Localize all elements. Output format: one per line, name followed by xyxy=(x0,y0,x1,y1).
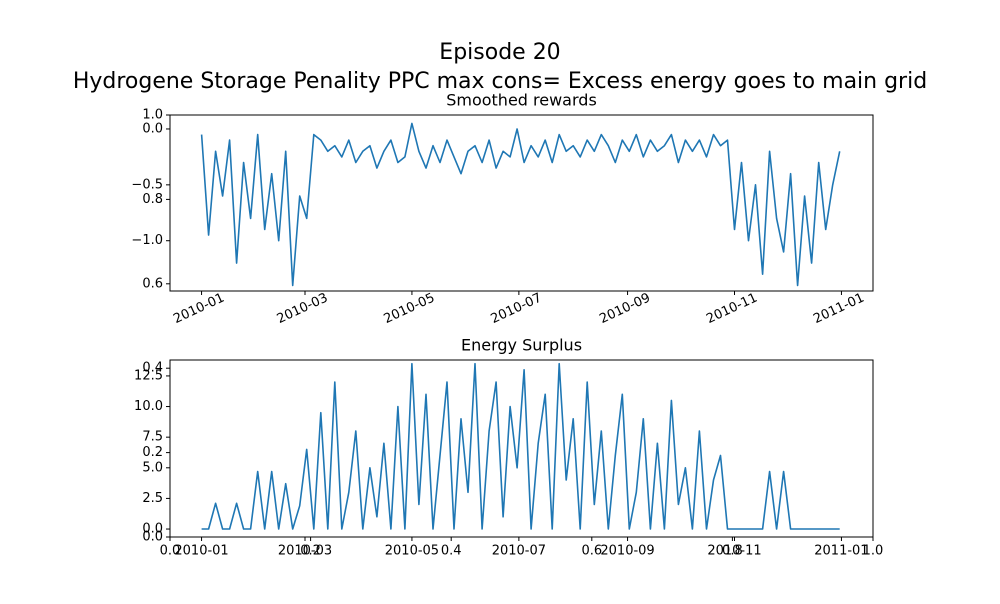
y-tick-label: 0.0 xyxy=(142,121,163,136)
x-tick-label: 2010-01 xyxy=(174,544,228,559)
figure-title: Episode 20 xyxy=(439,40,560,65)
y-tick-label: 0.2 xyxy=(142,445,163,460)
y-tick-label: 1.0 xyxy=(142,108,163,123)
x-tick-label: 0.6 xyxy=(581,544,602,559)
y-tick-label: 7.5 xyxy=(142,430,163,445)
y-tick-label: 0.0 xyxy=(142,522,163,537)
data-line xyxy=(200,122,841,287)
axes-title: Energy Surplus xyxy=(461,336,582,355)
x-tick-label: 0.0 xyxy=(160,544,181,559)
axes-title: Smoothed rewards xyxy=(446,91,597,110)
y-tick-label: 0.4 xyxy=(142,361,163,376)
x-tick-label: 2010-09 xyxy=(600,544,654,559)
data-line xyxy=(201,362,840,530)
figure-title: Hydrogene Storage Penality PPC max cons=… xyxy=(73,69,927,94)
x-tick-label: 2010-07 xyxy=(492,544,546,559)
y-tick-label: 12.5 xyxy=(134,368,163,383)
y-tick-label: 0.0 xyxy=(142,530,163,545)
x-tick-label: 0.2 xyxy=(300,544,321,559)
x-tick-label: 2010-03 xyxy=(278,544,332,559)
x-tick-label: 2010-01 xyxy=(171,290,227,327)
y-tick-label: 10.0 xyxy=(134,399,163,414)
y-tick-label: 2.5 xyxy=(142,491,163,506)
y-tick-label: 0.8 xyxy=(142,192,163,207)
x-tick-label: 2010-05 xyxy=(382,290,438,327)
x-tick-label: 2010-07 xyxy=(489,290,545,327)
axes-frame xyxy=(169,114,874,292)
y-tick-label: 5.0 xyxy=(142,460,163,475)
x-tick-label: 2010-11 xyxy=(707,544,761,559)
x-tick-label: 1.0 xyxy=(863,544,884,559)
x-tick-label: 2010-09 xyxy=(597,290,653,327)
x-tick-label: 2010-03 xyxy=(275,290,331,327)
x-tick-label: 0.4 xyxy=(441,544,462,559)
x-tick-label: 2011-01 xyxy=(811,290,867,327)
x-tick-label: 2011-01 xyxy=(814,544,868,559)
y-tick-label: 0.6 xyxy=(142,276,163,291)
y-tick-label: −0.5 xyxy=(131,177,163,192)
x-tick-label: 0.8 xyxy=(722,544,743,559)
x-tick-label: 2010-11 xyxy=(704,290,760,327)
axes-frame xyxy=(169,359,874,538)
y-tick-label: −1.0 xyxy=(131,233,163,248)
x-tick-label: 2010-05 xyxy=(385,544,439,559)
